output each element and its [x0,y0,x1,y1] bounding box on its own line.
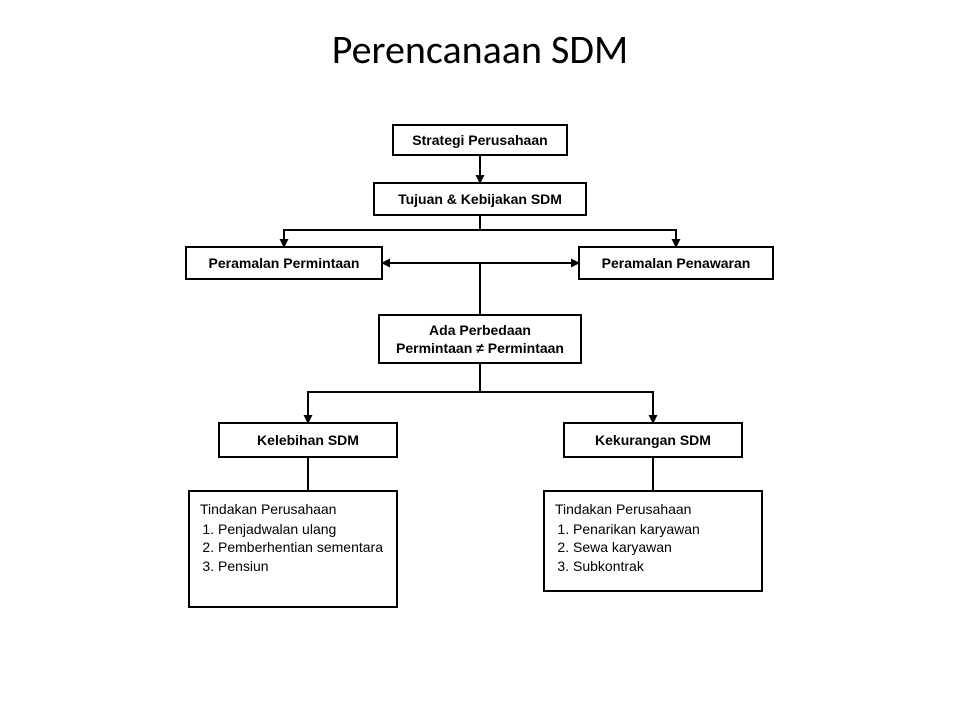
node-ada-perbedaan-l2: Permintaan ≠ Permintaan [396,339,564,357]
node-tindakan-kekurangan-list: Penarikan karyawan Sewa karyawan Subkont… [555,520,700,575]
flowchart-diagram: Strategi Perusahaan Tujuan & Kebijakan S… [0,74,960,694]
node-tindakan-kelebihan: Tindakan Perusahaan Penjadwalan ulang Pe… [188,490,398,608]
node-kelebihan-sdm: Kelebihan SDM [218,422,398,458]
node-ada-perbedaan: Ada Perbedaan Permintaan ≠ Permintaan [378,314,582,364]
node-tujuan-kebijakan-sdm: Tujuan & Kebijakan SDM [373,182,587,216]
node-kekurangan-sdm: Kekurangan SDM [563,422,743,458]
list-item: Subkontrak [573,557,700,575]
node-tindakan-kelebihan-title: Tindakan Perusahaan [200,500,336,518]
node-tindakan-kekurangan: Tindakan Perusahaan Penarikan karyawan S… [543,490,763,592]
node-tindakan-kekurangan-title: Tindakan Perusahaan [555,500,691,518]
list-item: Penarikan karyawan [573,520,700,538]
list-item: Pensiun [218,557,383,575]
node-tindakan-kelebihan-list: Penjadwalan ulang Pemberhentian sementar… [200,520,383,575]
node-strategi-perusahaan: Strategi Perusahaan [392,124,568,156]
connectors [0,74,960,694]
page-title: Perencanaan SDM [0,0,960,74]
node-peramalan-permintaan: Peramalan Permintaan [185,246,383,280]
node-peramalan-penawaran: Peramalan Penawaran [578,246,774,280]
list-item: Pemberhentian sementara [218,538,383,556]
node-ada-perbedaan-l1: Ada Perbedaan [396,321,564,339]
list-item: Penjadwalan ulang [218,520,383,538]
list-item: Sewa karyawan [573,538,700,556]
